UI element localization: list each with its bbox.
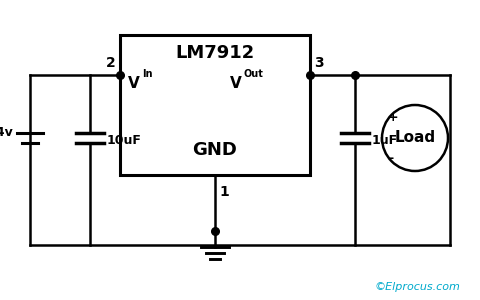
Text: V: V (230, 76, 242, 91)
Text: ©Elprocus.com: ©Elprocus.com (374, 282, 460, 292)
Text: Load: Load (395, 130, 435, 146)
Text: GND: GND (192, 141, 238, 159)
Text: 10uF: 10uF (107, 134, 142, 146)
Text: V: V (128, 76, 140, 91)
Circle shape (382, 105, 448, 171)
Text: 3: 3 (314, 56, 324, 70)
Text: +: + (388, 111, 398, 124)
Text: Out: Out (244, 69, 264, 79)
Text: In: In (142, 69, 153, 79)
Bar (120, 35, 310, 175)
Text: -: - (388, 152, 393, 165)
Text: 1uF: 1uF (372, 134, 398, 146)
Text: -14v: -14v (0, 127, 13, 140)
Text: LM7912: LM7912 (175, 44, 254, 62)
Text: 2: 2 (106, 56, 116, 70)
Text: 1: 1 (219, 185, 229, 199)
